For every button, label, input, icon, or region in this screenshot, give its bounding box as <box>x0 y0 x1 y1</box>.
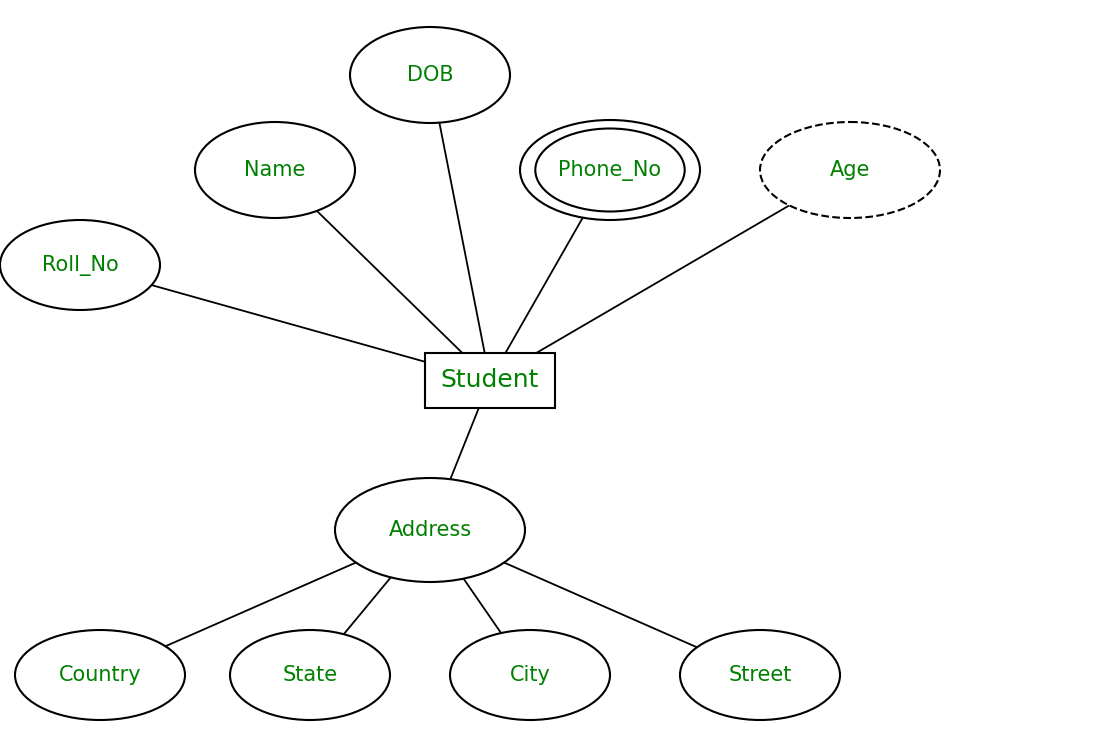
Text: Street: Street <box>728 665 792 685</box>
Text: Age: Age <box>830 160 871 180</box>
Ellipse shape <box>535 129 685 212</box>
Text: City: City <box>509 665 550 685</box>
Text: State: State <box>282 665 338 685</box>
Text: DOB: DOB <box>407 65 454 85</box>
Ellipse shape <box>759 122 940 218</box>
Ellipse shape <box>335 478 525 582</box>
Ellipse shape <box>195 122 355 218</box>
Ellipse shape <box>450 630 610 720</box>
Text: Phone_No: Phone_No <box>558 160 662 181</box>
Ellipse shape <box>0 220 160 310</box>
Ellipse shape <box>230 630 390 720</box>
Ellipse shape <box>520 120 699 220</box>
Text: Student: Student <box>440 368 539 392</box>
Text: Name: Name <box>245 160 306 180</box>
Ellipse shape <box>681 630 840 720</box>
Text: Country: Country <box>59 665 141 685</box>
Text: Address: Address <box>388 520 471 540</box>
FancyBboxPatch shape <box>425 352 555 407</box>
Ellipse shape <box>14 630 185 720</box>
Ellipse shape <box>350 27 510 123</box>
Text: Roll_No: Roll_No <box>41 255 118 276</box>
